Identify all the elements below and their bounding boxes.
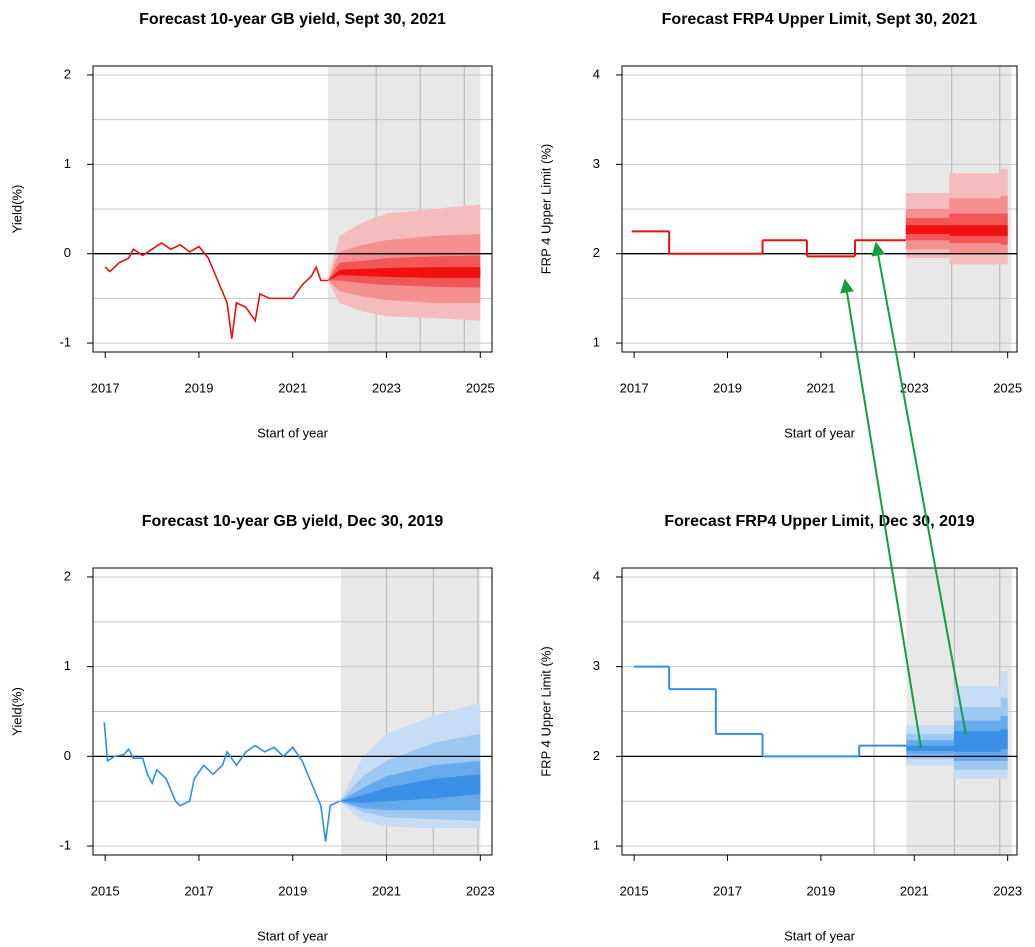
x-tick-label: 2015: [91, 883, 120, 898]
x-tick-label: 2021: [278, 380, 307, 395]
x-tick-label: 2015: [620, 883, 649, 898]
y-tick-label: 2: [593, 245, 600, 260]
x-tick-label: 2023: [993, 883, 1022, 898]
x-tick-label: 2021: [372, 883, 401, 898]
y-tick-label: 3: [593, 658, 600, 673]
y-tick-label: 2: [64, 66, 71, 81]
y-tick-label: -1: [59, 837, 71, 852]
y-tick-label: 4: [593, 66, 600, 81]
x-axis-label: Start of year: [257, 425, 328, 440]
plot-frame: [621, 65, 1018, 353]
x-tick-label: 2023: [372, 380, 401, 395]
fan-band: [905, 225, 1008, 236]
y-axis-label: Yield(%): [9, 185, 24, 234]
x-tick-label: 2017: [713, 883, 742, 898]
x-tick-label: 2023: [900, 380, 929, 395]
x-axis-label: Start of year: [784, 928, 855, 943]
x-tick-label: 2017: [185, 883, 214, 898]
chart-title: Forecast 10-year GB yield, Dec 30, 2019: [142, 513, 444, 530]
x-tick-label: 2025: [466, 380, 495, 395]
fan-band: [906, 729, 1008, 752]
plots: Forecast 10-year GB yield, Sept 30, 2021…: [9, 11, 1022, 943]
y-tick-label: 0: [64, 245, 71, 260]
y-tick-label: 2: [64, 568, 71, 583]
panel: Forecast 10-year GB yield, Dec 30, 2019 S…: [9, 513, 494, 943]
arrow: [871, 241, 967, 736]
history-line: [103, 722, 340, 842]
y-tick-label: 1: [593, 837, 600, 852]
y-tick-label: 1: [593, 335, 600, 350]
x-tick-label: 2019: [278, 883, 307, 898]
x-axis-label: Start of year: [784, 425, 855, 440]
chart-title: Forecast 10-year GB yield, Sept 30, 2021: [139, 11, 446, 28]
history-line: [104, 242, 328, 339]
fan-band: [327, 267, 481, 281]
y-axis-label: FRP 4 Upper Limit (%): [538, 144, 553, 275]
x-tick-label: 2021: [900, 883, 929, 898]
chart-title: Forecast FRP4 Upper Limit, Dec 30, 2019: [664, 513, 974, 530]
plot-frame: [621, 567, 1018, 856]
x-tick-label: 2023: [466, 883, 495, 898]
y-tick-label: 1: [64, 156, 71, 171]
y-tick-label: -1: [59, 335, 71, 350]
fan-band: [339, 774, 481, 803]
panel: Forecast FRP4 Upper Limit, Sept 30, 2021…: [538, 11, 1022, 440]
y-axis-label: Yield(%): [9, 687, 24, 736]
x-tick-label: 2017: [91, 380, 120, 395]
x-tick-label: 2025: [993, 380, 1022, 395]
x-tick-label: 2019: [713, 380, 742, 395]
x-tick-label: 2019: [806, 883, 835, 898]
x-tick-label: 2017: [620, 380, 649, 395]
y-tick-label: 0: [64, 748, 71, 763]
y-tick-label: 3: [593, 156, 600, 171]
chart-title: Forecast FRP4 Upper Limit, Sept 30, 2021: [662, 11, 978, 28]
y-tick-label: 4: [593, 568, 600, 583]
panel: Forecast FRP4 Upper Limit, Dec 30, 2019 S…: [538, 513, 1022, 943]
arrow: [840, 278, 922, 749]
x-tick-label: 2021: [806, 380, 835, 395]
y-axis-label: FRP 4 Upper Limit (%): [538, 646, 553, 777]
panel: Forecast 10-year GB yield, Sept 30, 2021…: [9, 11, 494, 440]
y-tick-label: 2: [593, 748, 600, 763]
y-tick-label: 1: [64, 658, 71, 673]
x-tick-label: 2019: [185, 380, 214, 395]
x-axis-label: Start of year: [257, 928, 328, 943]
